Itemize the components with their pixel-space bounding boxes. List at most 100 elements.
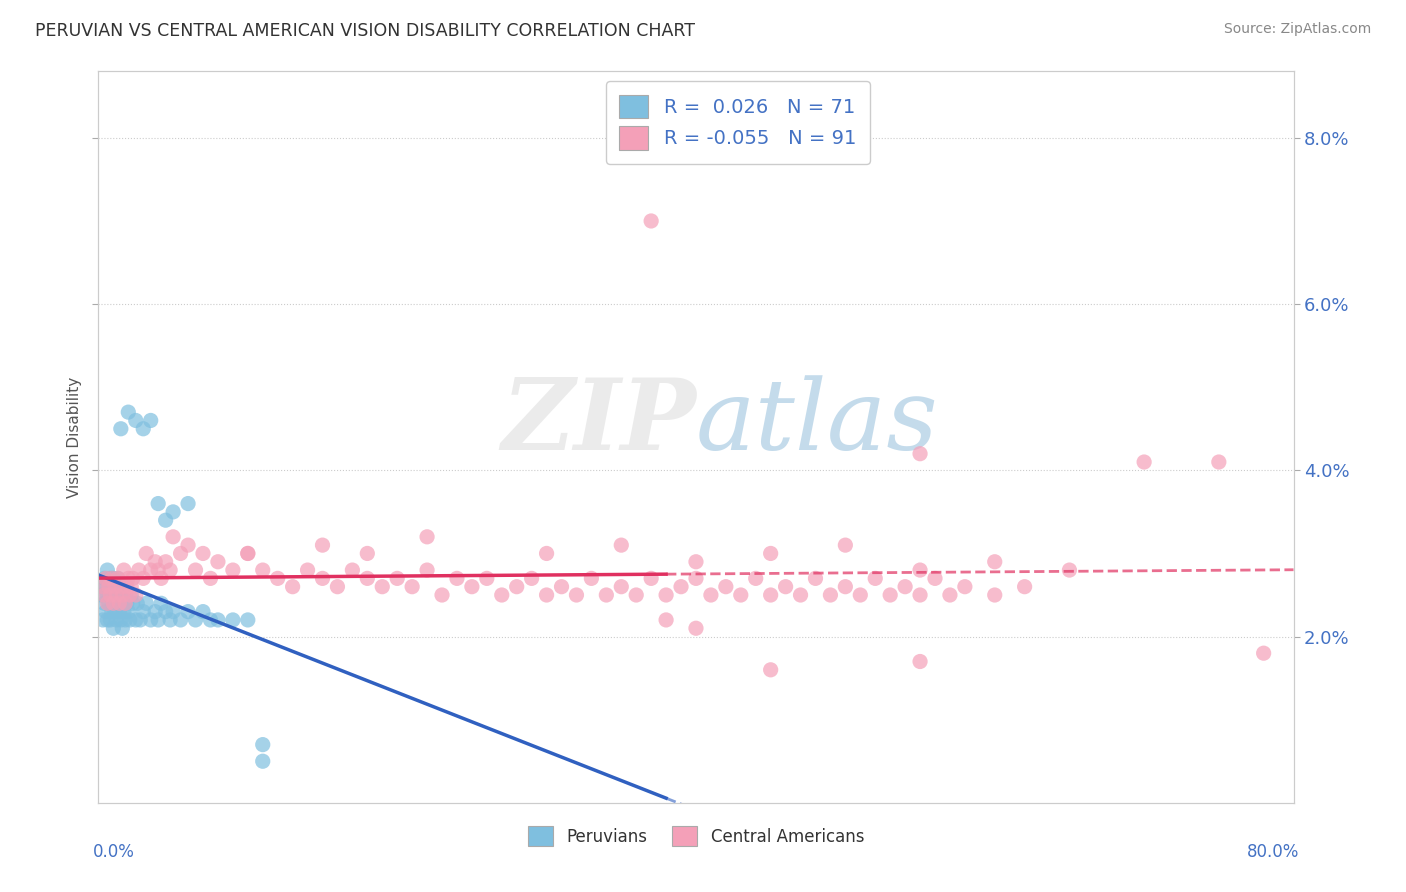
Point [115,596,138,610]
Point [155,605,177,619]
Point [159,563,181,577]
Point [475,571,498,585]
Point [1059,563,1081,577]
Point [550,580,572,594]
Point [132,422,155,436]
Point [924,571,946,585]
Point [148,563,170,577]
Point [789,588,811,602]
Point [128,563,150,577]
Point [610,580,633,594]
Point [111,621,134,635]
Point [103,596,125,610]
Point [311,571,333,585]
Point [700,588,723,602]
Point [139,613,162,627]
Point [162,605,184,619]
Point [184,613,207,627]
Point [745,571,768,585]
Point [491,588,513,602]
Point [115,580,138,594]
Point [118,588,141,602]
Point [129,613,152,627]
Point [775,580,797,594]
Point [143,605,166,619]
Point [169,613,191,627]
Point [581,571,603,585]
Point [135,596,157,610]
Point [110,580,132,594]
Point [236,546,259,560]
Point [97,580,120,594]
Point [132,605,155,619]
Point [446,571,468,585]
Point [96,588,118,602]
Point [96,613,118,627]
Point [104,580,127,594]
Point [177,538,200,552]
Point [908,588,931,602]
Point [281,580,304,594]
Point [685,555,707,569]
Point [121,571,143,585]
Point [127,596,149,610]
Point [759,663,782,677]
Point [834,580,856,594]
Point [111,596,134,610]
Point [108,596,131,610]
Point [908,563,931,577]
Point [139,413,162,427]
Point [125,413,148,427]
Point [356,546,378,560]
Point [908,655,931,669]
Point [236,546,259,560]
Text: PERUVIAN VS CENTRAL AMERICAN VISION DISABILITY CORRELATION CHART: PERUVIAN VS CENTRAL AMERICAN VISION DISA… [35,22,695,40]
Point [804,571,827,585]
Text: Source: ZipAtlas.com: Source: ZipAtlas.com [1223,22,1371,37]
Point [371,580,394,594]
Point [105,588,128,602]
Point [103,621,125,635]
Point [97,580,120,594]
Point [93,571,115,585]
Point [96,596,118,610]
Point [834,538,856,552]
Point [461,580,484,594]
Text: atlas: atlas [696,375,939,470]
Point [105,580,128,594]
Point [820,588,842,602]
Point [94,580,117,594]
Point [184,563,207,577]
Point [132,571,155,585]
Point [356,571,378,585]
Point [91,580,114,594]
Point [236,613,259,627]
Point [107,571,129,585]
Point [759,588,782,602]
Point [101,605,124,619]
Point [107,596,129,610]
Point [148,497,170,511]
Point [401,580,423,594]
Point [865,571,887,585]
Point [159,613,181,627]
Point [222,613,245,627]
Point [849,588,872,602]
Point [108,605,131,619]
Point [177,605,200,619]
Point [139,563,162,577]
Point [148,613,170,627]
Point [610,538,633,552]
Point [162,505,184,519]
Point [953,580,976,594]
Point [97,596,120,610]
Point [430,588,453,602]
Point [107,571,129,585]
Point [200,571,222,585]
Point [640,571,662,585]
Point [125,613,148,627]
Point [520,571,543,585]
Point [267,571,290,585]
Point [191,546,214,560]
Point [984,555,1007,569]
